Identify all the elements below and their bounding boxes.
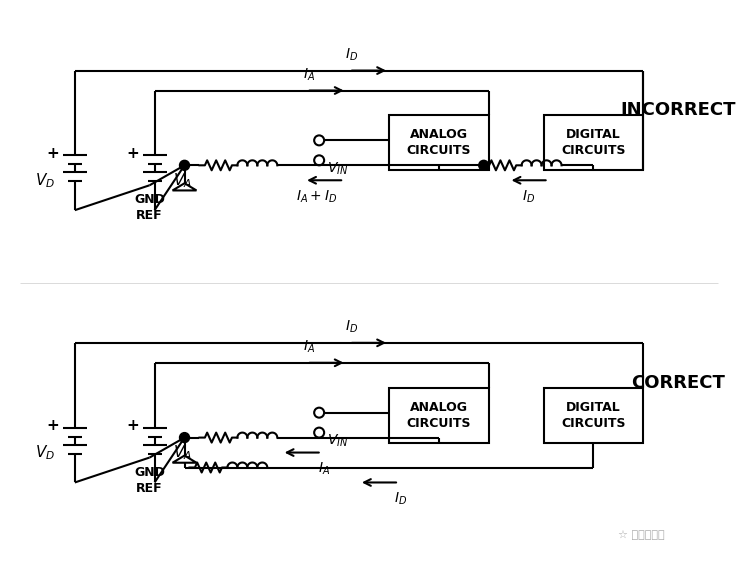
Bar xyxy=(389,388,489,443)
Text: $V_{A}$: $V_{A}$ xyxy=(173,171,192,190)
Text: GND
REF: GND REF xyxy=(134,193,165,222)
Text: INCORRECT: INCORRECT xyxy=(620,101,736,119)
Text: CORRECT: CORRECT xyxy=(632,374,725,392)
Bar xyxy=(544,115,644,170)
Text: $V_{IN}$: $V_{IN}$ xyxy=(327,160,349,177)
Text: ANALOG
CIRCUITS: ANALOG CIRCUITS xyxy=(406,128,471,157)
Text: $V_{D}$: $V_{D}$ xyxy=(34,171,55,190)
Circle shape xyxy=(179,160,190,170)
Bar xyxy=(389,115,489,170)
Text: $V_{A}$: $V_{A}$ xyxy=(173,443,192,462)
Text: $I_{D}$: $I_{D}$ xyxy=(522,188,536,205)
Circle shape xyxy=(179,432,190,443)
Text: $I_{A}$: $I_{A}$ xyxy=(303,338,315,355)
Text: $V_{D}$: $V_{D}$ xyxy=(34,443,55,462)
Text: $I_{A}$: $I_{A}$ xyxy=(303,66,315,83)
Text: +: + xyxy=(46,146,59,161)
Text: +: + xyxy=(126,146,139,161)
Text: +: + xyxy=(46,418,59,433)
Text: $V_{IN}$: $V_{IN}$ xyxy=(327,432,349,449)
Text: DIGITAL
CIRCUITS: DIGITAL CIRCUITS xyxy=(561,128,626,157)
Text: ☆ 工程师看海: ☆ 工程师看海 xyxy=(618,530,665,541)
Text: +: + xyxy=(126,418,139,433)
Text: GND
REF: GND REF xyxy=(134,465,165,495)
Text: $I_A + I_D$: $I_A + I_D$ xyxy=(296,188,337,205)
Text: ANALOG
CIRCUITS: ANALOG CIRCUITS xyxy=(406,401,471,430)
Text: $I_{D}$: $I_{D}$ xyxy=(344,46,358,63)
Text: $I_{A}$: $I_{A}$ xyxy=(317,461,330,477)
Text: $I_{D}$: $I_{D}$ xyxy=(344,319,358,335)
Bar xyxy=(544,388,644,443)
Circle shape xyxy=(478,160,489,170)
Text: DIGITAL
CIRCUITS: DIGITAL CIRCUITS xyxy=(561,401,626,430)
Text: $I_{D}$: $I_{D}$ xyxy=(394,491,407,507)
